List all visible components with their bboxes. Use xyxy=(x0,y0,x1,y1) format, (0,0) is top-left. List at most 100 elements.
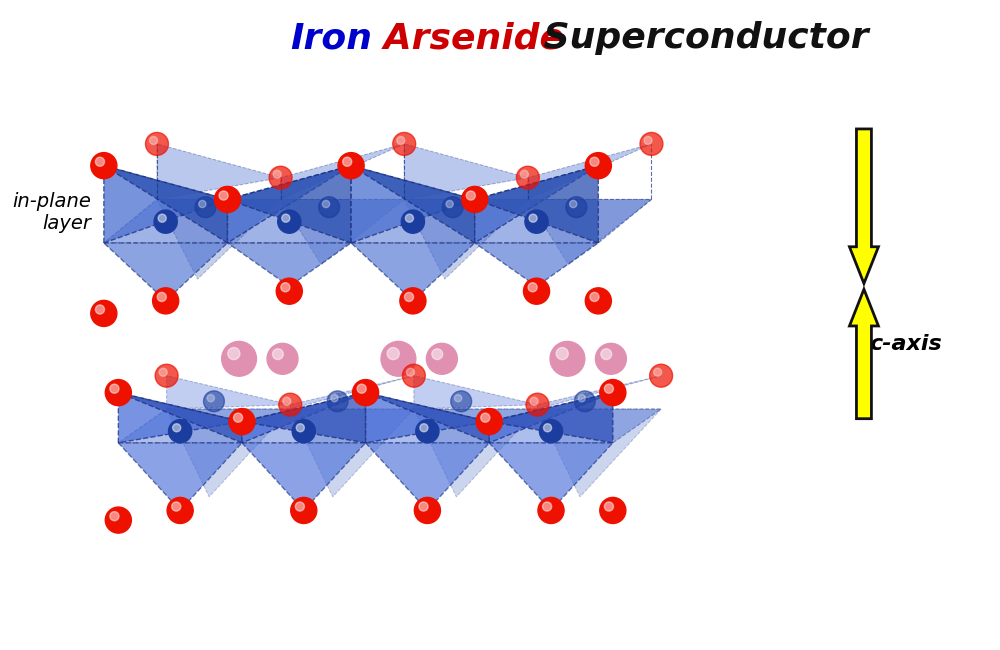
Polygon shape xyxy=(227,166,351,243)
Polygon shape xyxy=(366,393,489,443)
Polygon shape xyxy=(489,393,613,443)
Polygon shape xyxy=(167,376,290,409)
Polygon shape xyxy=(290,409,414,497)
Text: Superconductor: Superconductor xyxy=(531,21,868,55)
Polygon shape xyxy=(227,243,351,287)
Circle shape xyxy=(273,170,281,178)
Circle shape xyxy=(159,369,167,376)
Text: in-plane
layer: in-plane layer xyxy=(12,192,91,233)
Circle shape xyxy=(296,424,304,432)
Circle shape xyxy=(650,364,673,387)
Circle shape xyxy=(295,502,304,511)
Circle shape xyxy=(279,393,302,416)
Polygon shape xyxy=(351,243,475,301)
Circle shape xyxy=(397,136,405,144)
Circle shape xyxy=(393,133,416,155)
Text: Arsenide: Arsenide xyxy=(371,21,564,55)
Circle shape xyxy=(158,214,166,222)
Polygon shape xyxy=(489,393,613,443)
Polygon shape xyxy=(118,393,242,443)
Circle shape xyxy=(91,300,117,326)
Circle shape xyxy=(530,397,538,405)
Polygon shape xyxy=(227,166,351,243)
Polygon shape xyxy=(242,393,366,443)
Circle shape xyxy=(319,197,340,218)
Polygon shape xyxy=(489,443,613,510)
Polygon shape xyxy=(351,166,475,243)
Circle shape xyxy=(595,343,626,374)
Circle shape xyxy=(167,497,193,523)
Polygon shape xyxy=(290,376,414,409)
FancyArrow shape xyxy=(849,129,878,283)
Circle shape xyxy=(110,384,119,393)
Circle shape xyxy=(404,292,414,302)
Polygon shape xyxy=(281,144,404,200)
Circle shape xyxy=(590,157,599,166)
Circle shape xyxy=(520,170,528,178)
Circle shape xyxy=(420,424,428,432)
Circle shape xyxy=(95,305,105,314)
Circle shape xyxy=(462,187,488,213)
Circle shape xyxy=(566,197,587,218)
Polygon shape xyxy=(366,393,489,443)
Circle shape xyxy=(105,507,131,533)
Circle shape xyxy=(291,497,317,523)
Polygon shape xyxy=(475,243,598,287)
Polygon shape xyxy=(528,200,651,265)
Circle shape xyxy=(529,214,537,222)
Circle shape xyxy=(414,497,440,523)
Circle shape xyxy=(278,210,301,233)
Circle shape xyxy=(600,380,626,406)
Circle shape xyxy=(402,364,425,387)
Circle shape xyxy=(95,157,105,166)
Circle shape xyxy=(199,200,206,208)
Circle shape xyxy=(481,413,490,423)
Circle shape xyxy=(267,343,298,374)
Circle shape xyxy=(539,420,563,443)
Circle shape xyxy=(526,393,549,416)
Circle shape xyxy=(381,341,416,376)
Circle shape xyxy=(538,497,564,523)
Polygon shape xyxy=(118,409,661,443)
Circle shape xyxy=(585,288,611,314)
Circle shape xyxy=(282,214,290,222)
Circle shape xyxy=(169,420,192,443)
Circle shape xyxy=(604,384,613,393)
Circle shape xyxy=(353,380,379,406)
Circle shape xyxy=(105,380,131,406)
Circle shape xyxy=(214,187,241,213)
Circle shape xyxy=(233,413,243,423)
Circle shape xyxy=(406,369,414,376)
Circle shape xyxy=(416,420,439,443)
Circle shape xyxy=(155,364,178,387)
Circle shape xyxy=(600,497,626,523)
Circle shape xyxy=(387,348,399,359)
Polygon shape xyxy=(414,376,537,409)
FancyArrow shape xyxy=(849,289,878,419)
Circle shape xyxy=(543,502,552,511)
Circle shape xyxy=(426,343,457,374)
Circle shape xyxy=(543,424,552,432)
Circle shape xyxy=(331,395,338,402)
Circle shape xyxy=(523,278,550,304)
Text: Iron: Iron xyxy=(290,21,372,55)
Circle shape xyxy=(204,391,224,411)
Circle shape xyxy=(276,278,302,304)
Polygon shape xyxy=(104,243,227,301)
Polygon shape xyxy=(404,200,528,279)
Polygon shape xyxy=(118,443,242,510)
Polygon shape xyxy=(104,166,227,243)
Circle shape xyxy=(357,384,366,393)
Circle shape xyxy=(601,349,612,359)
Circle shape xyxy=(322,200,330,208)
Circle shape xyxy=(281,283,290,292)
Circle shape xyxy=(172,502,181,511)
Circle shape xyxy=(528,283,537,292)
Polygon shape xyxy=(157,144,281,200)
Polygon shape xyxy=(104,166,227,243)
Circle shape xyxy=(516,166,539,189)
Circle shape xyxy=(570,200,577,208)
Circle shape xyxy=(153,288,179,314)
Circle shape xyxy=(466,191,475,200)
Polygon shape xyxy=(528,144,651,200)
